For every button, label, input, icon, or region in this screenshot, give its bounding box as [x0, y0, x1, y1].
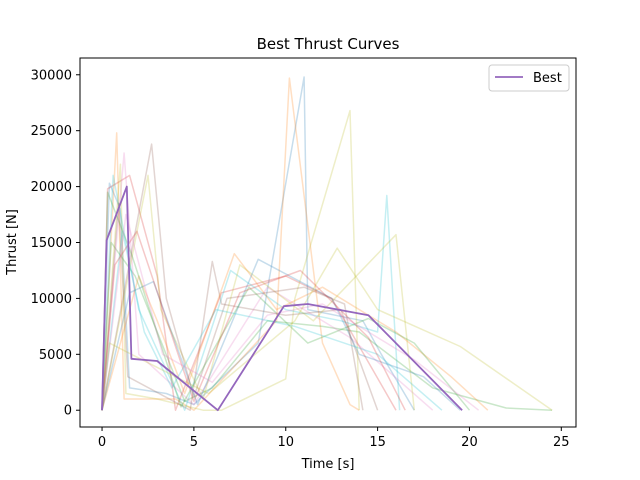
y-tick-label: 25000: [31, 124, 72, 139]
x-axis: 0 5 10 15 20 25: [98, 427, 570, 450]
y-axis: 0 5000 10000 15000 20000 25000 30000: [31, 68, 80, 419]
candidate-curve-1: [101, 76, 415, 411]
candidate-curve-16: [101, 213, 480, 411]
candidate-curve-13: [101, 191, 471, 411]
background-curves: [101, 76, 553, 411]
best-curve-line: [101, 185, 463, 412]
candidate-curve-3: [101, 241, 553, 411]
legend-label-best: Best: [533, 71, 562, 86]
legend-box: [488, 64, 570, 92]
x-tick-label: 0: [98, 435, 106, 450]
y-axis-label: Thrust [N]: [5, 209, 20, 276]
x-tick-label: 20: [461, 435, 478, 450]
y-tick-label: 10000: [31, 292, 72, 307]
candidate-curve-8: [101, 202, 379, 411]
y-tick-label: 5000: [39, 348, 72, 363]
x-tick-label: 15: [369, 435, 386, 450]
candidate-curve-2: [101, 77, 360, 411]
y-tick-label: 20000: [31, 180, 72, 195]
x-tick-label: 5: [190, 435, 198, 450]
chart-title: Best Thrust Curves: [257, 35, 400, 53]
candidate-curve-5: [101, 109, 360, 411]
y-tick-label: 30000: [31, 68, 72, 83]
candidate-curve-15: [101, 230, 406, 411]
x-axis-label: Time [s]: [301, 457, 355, 472]
x-tick-label: 10: [277, 435, 294, 450]
candidate-curve-14: [101, 230, 443, 411]
best-curve-group: [101, 185, 463, 412]
x-tick-label: 25: [553, 435, 570, 450]
candidate-curve-9: [101, 174, 416, 411]
candidate-curve-6: [101, 174, 401, 411]
candidate-curve-12: [101, 143, 364, 411]
candidate-curve-10: [101, 252, 489, 411]
y-tick-label: 0: [64, 404, 72, 419]
plot-area: [79, 57, 577, 428]
y-tick-label: 15000: [31, 236, 72, 251]
legend: Best: [488, 64, 570, 92]
candidate-curve-11: [101, 258, 461, 411]
candidate-curve-4: [101, 174, 397, 411]
candidate-curve-17: [101, 247, 553, 411]
